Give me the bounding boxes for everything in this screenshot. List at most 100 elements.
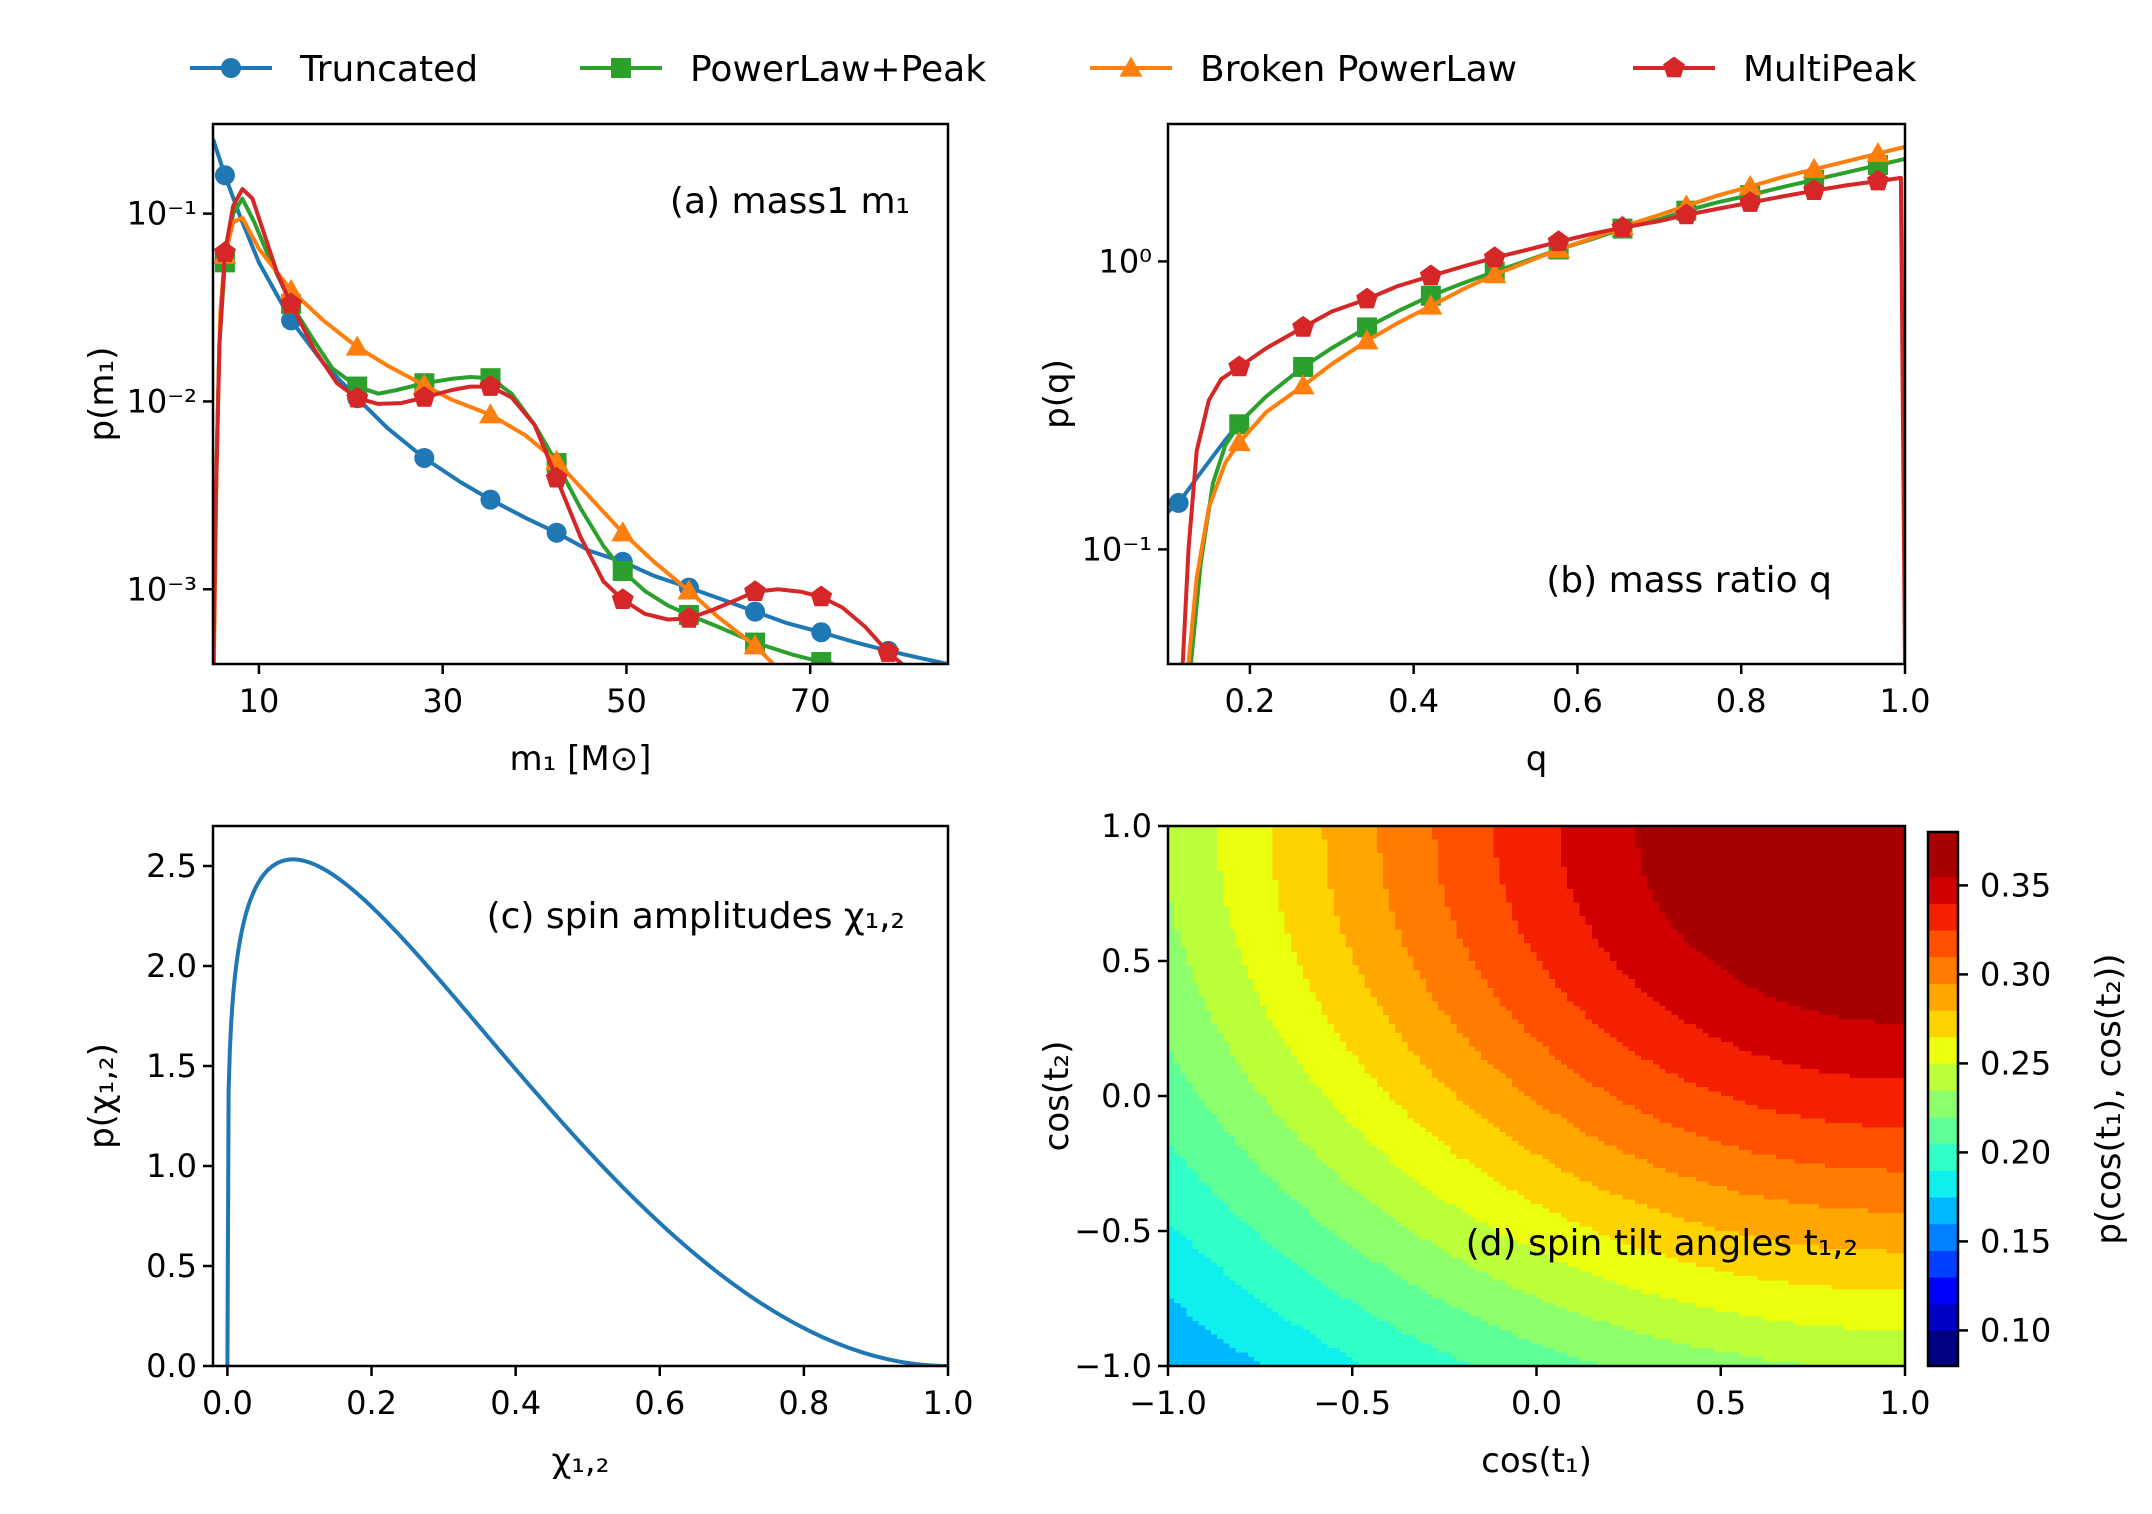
contour-cell bbox=[1364, 880, 1372, 886]
contour-cell bbox=[1364, 1348, 1372, 1354]
contour-cell bbox=[1327, 997, 1335, 1003]
contour-cell bbox=[1247, 1240, 1255, 1246]
contour-cell bbox=[1186, 920, 1194, 926]
contour-cell bbox=[1198, 1132, 1206, 1138]
contour-cell bbox=[1315, 1168, 1323, 1174]
contour-cell bbox=[1278, 929, 1286, 935]
contour-cell bbox=[1247, 1172, 1255, 1178]
contour-cell bbox=[1364, 1280, 1372, 1286]
contour-cell bbox=[1370, 1339, 1378, 1345]
contour-cell bbox=[1321, 1024, 1329, 1030]
contour-cell bbox=[1204, 1154, 1212, 1160]
contour-cell bbox=[1198, 835, 1206, 841]
contour-cell bbox=[1253, 1298, 1261, 1304]
contour-cell bbox=[1407, 1298, 1415, 1304]
contour-cell bbox=[1395, 844, 1402, 850]
contour-cell bbox=[1315, 1087, 1323, 1093]
contour-cell bbox=[1278, 1195, 1286, 1201]
contour-cell bbox=[1192, 956, 1200, 962]
contour-cell bbox=[1266, 1213, 1274, 1219]
contour-cell bbox=[1278, 1334, 1286, 1340]
contour-cell bbox=[1346, 988, 1353, 994]
contour-cell bbox=[1407, 925, 1415, 931]
contour-cell bbox=[1247, 1163, 1255, 1169]
contour-cell bbox=[1174, 1253, 1181, 1259]
contour-cell bbox=[1198, 1105, 1206, 1111]
contour-cell bbox=[1198, 1001, 1206, 1007]
contour-cell bbox=[1247, 1294, 1255, 1300]
contour-cell bbox=[1198, 862, 1206, 868]
contour-cell bbox=[1266, 889, 1274, 895]
contour-cell bbox=[1327, 1226, 1335, 1232]
contour-cell bbox=[1247, 1010, 1255, 1016]
contour-cell bbox=[1229, 1172, 1237, 1178]
contour-cell bbox=[1395, 1159, 1402, 1165]
contour-cell bbox=[1339, 961, 1347, 967]
contour-cell bbox=[1180, 1348, 1188, 1354]
contour-cell bbox=[1364, 1262, 1372, 1268]
contour-cell bbox=[1198, 974, 1206, 980]
contour-cell bbox=[1376, 961, 1384, 967]
contour-cell bbox=[1309, 1042, 1316, 1048]
contour-cell bbox=[1296, 1015, 1304, 1021]
contour-cell bbox=[1315, 880, 1323, 886]
contour-cell bbox=[1260, 1352, 1267, 1358]
contour-cell bbox=[1186, 1015, 1194, 1021]
contour-cell bbox=[1186, 1159, 1194, 1165]
contour-cell bbox=[1364, 1163, 1372, 1169]
contour-cell bbox=[1210, 875, 1218, 881]
contour-cell bbox=[1229, 889, 1237, 895]
contour-cell bbox=[1253, 853, 1261, 859]
contour-cell bbox=[1278, 992, 1286, 998]
contour-cell bbox=[1358, 1010, 1366, 1016]
contour-cell bbox=[1376, 1294, 1384, 1300]
contour-cell bbox=[1235, 1190, 1243, 1196]
contour-cell bbox=[1315, 1096, 1323, 1102]
contour-cell bbox=[1266, 1181, 1274, 1187]
contour-cell bbox=[1217, 992, 1224, 998]
contour-cell bbox=[1389, 956, 1396, 962]
contour-cell bbox=[1278, 1271, 1286, 1277]
contour-cell bbox=[1186, 1262, 1194, 1268]
contour-cell bbox=[1241, 835, 1249, 841]
contour-cell bbox=[1339, 1087, 1347, 1093]
contour-cell bbox=[1198, 1348, 1206, 1354]
contour-cell bbox=[1303, 1303, 1310, 1309]
contour-cell bbox=[1192, 857, 1200, 863]
contour-cell bbox=[1217, 1258, 1224, 1264]
contour-cell bbox=[1186, 826, 1194, 832]
contour-cell bbox=[1370, 1235, 1378, 1241]
panel-a-xtick-label: 70 bbox=[790, 682, 831, 720]
contour-cell bbox=[1303, 1262, 1310, 1268]
contour-cell bbox=[1352, 835, 1359, 841]
contour-cell bbox=[1370, 835, 1378, 841]
contour-cell bbox=[1358, 992, 1366, 998]
contour-cell bbox=[1352, 1249, 1359, 1255]
contour-cell bbox=[1174, 1114, 1181, 1120]
contour-cell bbox=[1192, 916, 1200, 922]
contour-cell bbox=[1382, 1294, 1390, 1300]
contour-cell bbox=[1284, 1195, 1292, 1201]
contour-cell bbox=[1210, 943, 1218, 949]
contour-cell bbox=[1223, 1123, 1231, 1129]
contour-cell bbox=[1174, 1249, 1181, 1255]
contour-cell bbox=[1339, 1271, 1347, 1277]
contour-cell bbox=[1192, 1348, 1200, 1354]
contour-cell bbox=[1198, 1330, 1206, 1336]
contour-cell bbox=[1210, 1145, 1218, 1151]
contour-cell bbox=[1370, 947, 1378, 953]
contour-cell bbox=[1204, 1321, 1212, 1327]
contour-cell bbox=[1376, 1222, 1384, 1228]
contour-cell bbox=[1210, 907, 1218, 913]
contour-cell bbox=[1247, 1033, 1255, 1039]
contour-cell bbox=[1364, 1231, 1372, 1237]
contour-cell bbox=[1315, 1352, 1323, 1358]
contour-cell bbox=[1364, 956, 1372, 962]
contour-cell bbox=[1407, 1091, 1415, 1097]
contour-cell bbox=[1174, 880, 1181, 886]
contour-cell bbox=[1204, 1078, 1212, 1084]
contour-cell bbox=[1321, 961, 1329, 967]
contour-cell bbox=[1303, 1024, 1310, 1030]
contour-cell bbox=[1296, 1181, 1304, 1187]
contour-cell bbox=[1321, 1343, 1329, 1349]
